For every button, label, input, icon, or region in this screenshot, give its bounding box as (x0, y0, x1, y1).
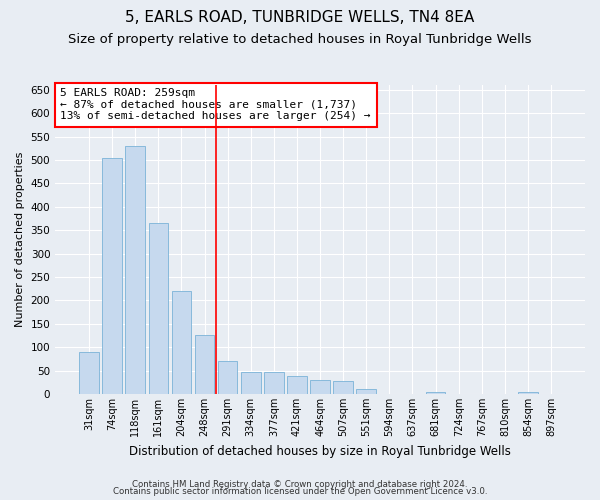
Bar (264, 372, 284, 394)
Bar (241, 372, 260, 394)
Text: Contains public sector information licensed under the Open Government Licence v3: Contains public sector information licen… (113, 488, 487, 496)
Text: 5, EARLS ROAD, TUNBRIDGE WELLS, TN4 8EA: 5, EARLS ROAD, TUNBRIDGE WELLS, TN4 8EA (125, 10, 475, 25)
Text: Contains HM Land Registry data © Crown copyright and database right 2024.: Contains HM Land Registry data © Crown c… (132, 480, 468, 489)
Bar (334, 381, 353, 394)
Bar (426, 392, 445, 394)
Bar (149, 223, 168, 394)
Text: 5 EARLS ROAD: 259sqm
← 87% of detached houses are smaller (1,737)
13% of semi-de: 5 EARLS ROAD: 259sqm ← 87% of detached h… (61, 88, 371, 122)
Bar (103, 158, 122, 394)
Bar (195, 336, 214, 394)
Bar (172, 291, 191, 394)
X-axis label: Distribution of detached houses by size in Royal Tunbridge Wells: Distribution of detached houses by size … (129, 444, 511, 458)
Bar (518, 392, 538, 394)
Bar (218, 361, 238, 394)
Bar (356, 390, 376, 394)
Text: Size of property relative to detached houses in Royal Tunbridge Wells: Size of property relative to detached ho… (68, 32, 532, 46)
Bar (310, 380, 330, 394)
Bar (79, 352, 99, 394)
Bar (125, 146, 145, 394)
Bar (287, 376, 307, 394)
Y-axis label: Number of detached properties: Number of detached properties (15, 152, 25, 327)
